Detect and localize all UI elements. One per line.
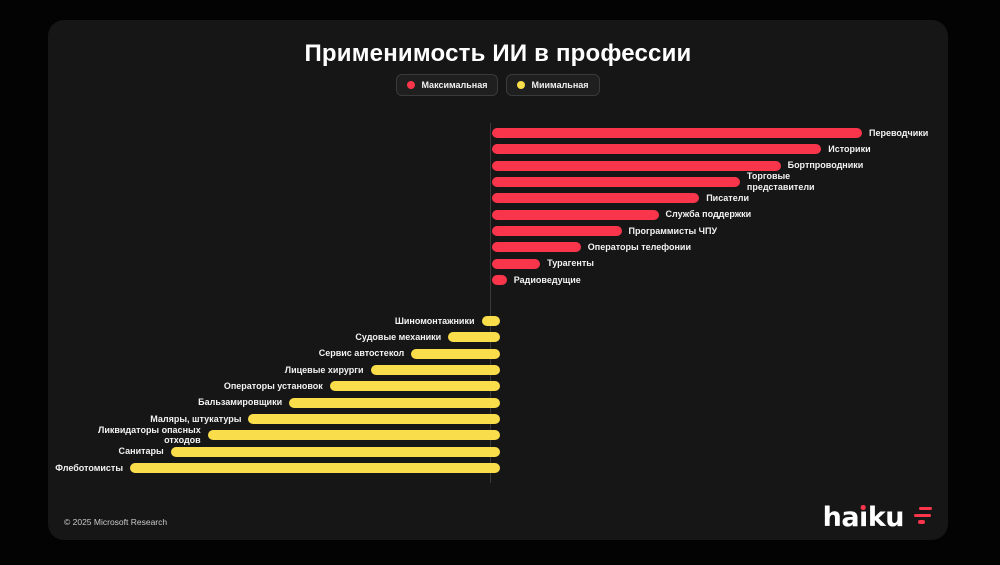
bar-label: Сервис автостекол [318,348,405,359]
bar-label: Маляры, штукатуры [150,413,242,424]
bar-min [207,430,500,441]
bar-min [411,348,500,359]
bar-chart: Переводчики Историки Бортпроводники Торговы… [48,20,948,540]
bar-label: Историки [828,144,871,155]
bar-label: Судовые механики [355,332,442,343]
bar-label: Операторы установок [223,381,323,392]
bar-max [492,258,541,269]
bar-label: Шиномонтажники [394,315,475,326]
bar-label: Санитары [118,446,164,457]
bar-max [492,274,507,285]
bar-max [492,128,862,138]
bar-label: Ликвидаторы опасных отходов [98,424,201,446]
bar-label: Лицевые хирурги [284,364,364,375]
legend-label-max: Максимальная [421,80,488,90]
bar-label: Переводчики [869,127,929,138]
bar-max [492,176,740,187]
bar-max [492,225,622,236]
bar-min [370,364,500,375]
center-axis-line [490,123,491,483]
legend-label-min: Миимальная [531,80,589,90]
bar-max [492,160,781,171]
bar-label: Торговые представители [746,171,815,192]
bar-label: Бортпроводники [787,160,864,171]
bar-label: Турагенты [547,258,594,269]
bar-label: Радиоведущие [513,274,581,285]
logo-letter-i: ı [859,502,868,533]
bar-label: Бальзамировщики [198,397,283,408]
bar-max [492,209,659,220]
copyright-text: © 2025 Microsoft Research [64,517,168,527]
legend-dot-max-icon [407,81,416,89]
legend-item-min: Миимальная [506,74,600,96]
bar-max [492,242,581,253]
bar-min [289,397,500,408]
bar-label: Служба поддержки [665,209,752,220]
bar-min [130,462,500,473]
bar-max [492,193,700,204]
bar-label: Программисты ЧПУ [628,225,718,236]
haiku-logo: haıku [823,501,932,535]
bar-min [170,446,500,457]
legend-item-max: Максимальная [396,74,499,96]
bar-label: Операторы телефонии [587,242,691,253]
chart-title: Применимость ИИ в профессии [304,40,692,67]
legend: Максимальная Миимальная [48,74,948,96]
bar-min [481,316,500,326]
bar-min [248,413,500,424]
haiku-logo-mark-icon [909,505,932,527]
bar-min [329,381,500,392]
bar-max [492,144,822,155]
infographic-card: Применимость ИИ в профессии Максимальная… [48,20,948,540]
bar-label: Флеботомисты [55,462,123,473]
bar-label: Писатели [706,193,749,204]
haiku-logo-text: haıku [822,502,905,533]
bar-min [448,332,500,343]
legend-dot-min-icon [517,81,526,89]
